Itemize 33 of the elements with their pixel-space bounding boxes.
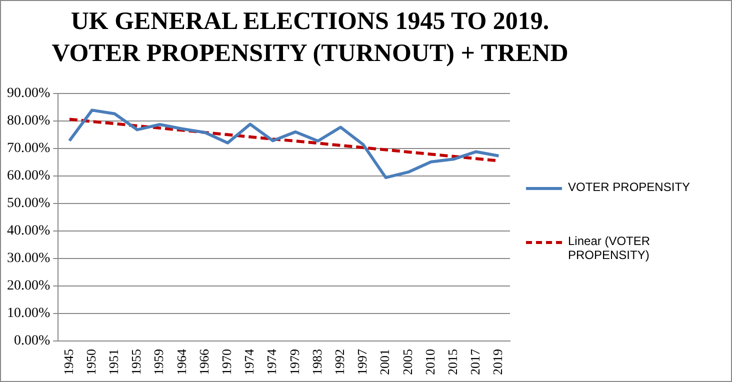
legend-label: VOTER PROPENSITY: [568, 180, 692, 194]
x-tick-label: 1945: [60, 349, 76, 375]
x-tick-label: 1979: [286, 349, 302, 375]
x-tick-label: 1974: [264, 348, 280, 375]
x-tick-label: 2019: [490, 349, 506, 375]
x-tick-label: 1966: [196, 348, 212, 375]
x-tick-label: 1959: [151, 349, 166, 375]
x-tick-label: 1951: [106, 349, 122, 375]
y-tick-label: 60.00%: [6, 168, 50, 184]
x-tick-label: 1974: [242, 348, 257, 375]
y-tick-label: 70.00%: [6, 141, 50, 156]
x-tick-label: 2005: [400, 349, 415, 375]
y-tick-label: 30.00%: [6, 251, 50, 266]
y-tick-label: 50.00%: [6, 196, 50, 212]
x-tick-label: 2015: [444, 349, 460, 375]
x-tick-label: 1955: [128, 349, 144, 375]
y-tick-label: 20.00%: [6, 278, 50, 294]
y-tick-label: 0.00%: [14, 334, 50, 349]
x-tick-label: 2010: [422, 349, 438, 375]
x-tick-label: 2017: [468, 348, 483, 375]
x-tick-label: 1997: [354, 348, 370, 375]
x-tick-label: 1950: [83, 349, 98, 375]
y-tick-label: 10.00%: [6, 306, 50, 322]
x-tick-label: 1964: [174, 348, 189, 375]
x-tick-label: 1983: [309, 349, 324, 375]
x-tick-label: 1992: [332, 349, 347, 375]
y-tick-label: 40.00%: [6, 224, 50, 239]
y-tick-label: 90.00%: [6, 86, 50, 102]
chart-title: UK GENERAL ELECTIONS 1945 TO 2019. VOTER PROPENSITY (TURNOUT) + TREND: [50, 7, 570, 69]
x-tick-label: 2001: [377, 349, 392, 375]
y-tick-label: 80.00%: [6, 114, 50, 129]
legend-label: Linear (VOTER PROPENSITY): [568, 234, 652, 262]
x-tick-label: 1970: [219, 349, 234, 375]
